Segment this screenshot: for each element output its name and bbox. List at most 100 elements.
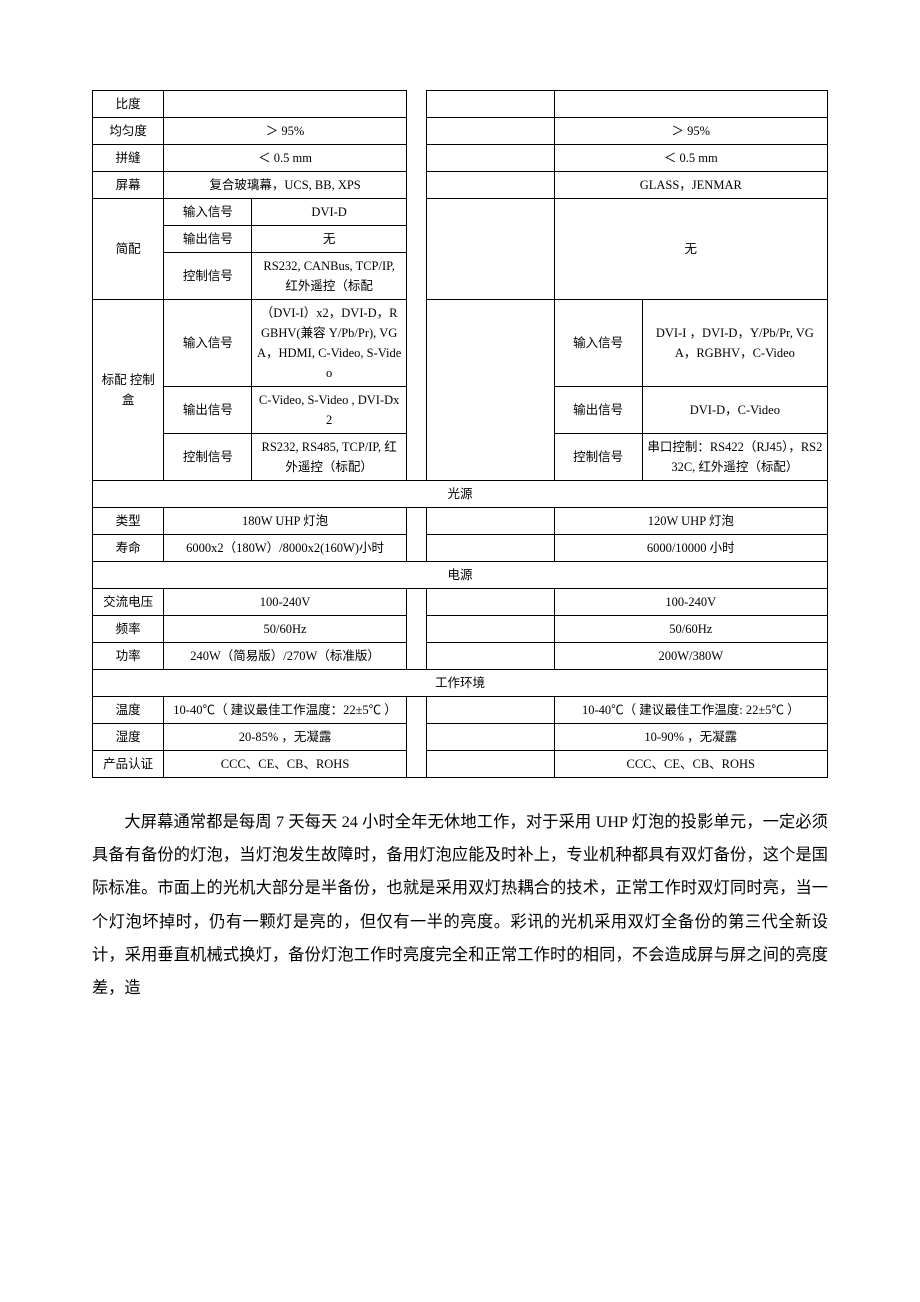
gap xyxy=(406,697,427,724)
cell xyxy=(427,643,554,670)
cell: 240W（简易版）/270W（标准版） xyxy=(164,643,407,670)
cell: 10-40℃（ 建议最佳工作温度：22±5℃ ） xyxy=(164,697,407,724)
section-title: 工作环境 xyxy=(93,670,828,697)
table-row: 功率 240W（简易版）/270W（标准版） 200W/380W xyxy=(93,643,828,670)
cell: 50/60Hz xyxy=(554,616,827,643)
cell xyxy=(427,616,554,643)
cell: 输入信号 xyxy=(164,199,252,226)
cell xyxy=(427,172,554,199)
cell: 输出信号 xyxy=(554,387,642,434)
cell: CCC、CE、CB、ROHS xyxy=(164,751,407,778)
body-paragraph: 大屏幕通常都是每周 7 天每天 24 小时全年无休地工作，对于采用 UHP 灯泡… xyxy=(92,806,828,1005)
cell: 输入信号 xyxy=(554,300,642,387)
cell: 控制信号 xyxy=(164,434,252,481)
cell xyxy=(427,508,554,535)
cell: 输出信号 xyxy=(164,226,252,253)
table-row: 比度 xyxy=(93,91,828,118)
gap xyxy=(406,751,427,778)
row-label: 功率 xyxy=(93,643,164,670)
cell xyxy=(427,751,554,778)
cell: RS232, CANBus, TCP/IP, 红外遥控（标配 xyxy=(252,253,406,300)
gap xyxy=(406,199,427,300)
cell xyxy=(427,145,554,172)
cell: C-Video, S-Video , DVI-Dx2 xyxy=(252,387,406,434)
cell: 复合玻璃幕，UCS, BB, XPS xyxy=(164,172,407,199)
cell xyxy=(427,535,554,562)
section-row: 光源 xyxy=(93,481,828,508)
cell: 100-240V xyxy=(554,589,827,616)
cell xyxy=(554,91,827,118)
section-title: 光源 xyxy=(93,481,828,508)
cell: ＞ 95% xyxy=(164,118,407,145)
cell: 控制信号 xyxy=(164,253,252,300)
row-label: 温度 xyxy=(93,697,164,724)
cell: 200W/380W xyxy=(554,643,827,670)
cell: 输出信号 xyxy=(164,387,252,434)
cell: DVI-D xyxy=(252,199,406,226)
table-row: 产品认证 CCC、CE、CB、ROHS CCC、CE、CB、ROHS xyxy=(93,751,828,778)
cell: 20-85% ，无凝露 xyxy=(164,724,407,751)
row-label: 寿命 xyxy=(93,535,164,562)
cell: DVI-D，C-Video xyxy=(642,387,827,434)
gap xyxy=(406,643,427,670)
row-label: 湿度 xyxy=(93,724,164,751)
cell: 输入信号 xyxy=(164,300,252,387)
cell: 无 xyxy=(554,199,827,300)
cell: 180W UHP 灯泡 xyxy=(164,508,407,535)
cell: 6000/10000 小时 xyxy=(554,535,827,562)
section-row: 工作环境 xyxy=(93,670,828,697)
spec-table: 比度 均匀度 ＞ 95% ＞ 95% 拼缝 ＜ 0.5 mm ＜ 0.5 mm … xyxy=(92,90,828,778)
section-row: 电源 xyxy=(93,562,828,589)
cell: 10-90% ，无凝露 xyxy=(554,724,827,751)
cell xyxy=(427,724,554,751)
row-label: 比度 xyxy=(93,91,164,118)
cell xyxy=(427,199,554,300)
cell: 无 xyxy=(252,226,406,253)
table-row: 简配 输入信号 DVI-D 无 xyxy=(93,199,828,226)
gap xyxy=(406,724,427,751)
cell xyxy=(164,91,407,118)
cell: CCC、CE、CB、ROHS xyxy=(554,751,827,778)
gap xyxy=(406,118,427,145)
row-label: 屏幕 xyxy=(93,172,164,199)
cell xyxy=(427,300,554,481)
gap xyxy=(406,589,427,616)
table-row: 寿命 6000x2（180W）/8000x2(160W)小时 6000/1000… xyxy=(93,535,828,562)
row-label: 频率 xyxy=(93,616,164,643)
gap xyxy=(406,616,427,643)
table-row: 均匀度 ＞ 95% ＞ 95% xyxy=(93,118,828,145)
section-title: 电源 xyxy=(93,562,828,589)
row-label: 简配 xyxy=(93,199,164,300)
gap xyxy=(406,300,427,481)
gap xyxy=(406,535,427,562)
cell xyxy=(427,697,554,724)
cell: GLASS，JENMAR xyxy=(554,172,827,199)
cell: 50/60Hz xyxy=(164,616,407,643)
row-label: 标配 控制盒 xyxy=(93,300,164,481)
table-row: 标配 控制盒 输入信号 （DVI-I）x2，DVI-D，RGBHV(兼容 Y/P… xyxy=(93,300,828,387)
gap xyxy=(406,508,427,535)
cell: ＜ 0.5 mm xyxy=(554,145,827,172)
cell: 6000x2（180W）/8000x2(160W)小时 xyxy=(164,535,407,562)
cell: （DVI-I）x2，DVI-D，RGBHV(兼容 Y/Pb/Pr), VGA，H… xyxy=(252,300,406,387)
row-label: 均匀度 xyxy=(93,118,164,145)
cell: 100-240V xyxy=(164,589,407,616)
cell: DVI-I ，DVI-D，Y/Pb/Pr, VGA，RGBHV，C-Video xyxy=(642,300,827,387)
table-row: 温度 10-40℃（ 建议最佳工作温度：22±5℃ ） 10-40℃（ 建议最佳… xyxy=(93,697,828,724)
gap xyxy=(406,91,427,118)
row-label: 交流电压 xyxy=(93,589,164,616)
cell xyxy=(427,589,554,616)
cell: 120W UHP 灯泡 xyxy=(554,508,827,535)
row-label: 拼缝 xyxy=(93,145,164,172)
cell xyxy=(427,91,554,118)
table-row: 类型 180W UHP 灯泡 120W UHP 灯泡 xyxy=(93,508,828,535)
cell: RS232, RS485, TCP/IP, 红外遥控（标配） xyxy=(252,434,406,481)
table-row: 屏幕 复合玻璃幕，UCS, BB, XPS GLASS，JENMAR xyxy=(93,172,828,199)
cell: ＜ 0.5 mm xyxy=(164,145,407,172)
row-label: 类型 xyxy=(93,508,164,535)
cell: 10-40℃（ 建议最佳工作温度: 22±5℃ ） xyxy=(554,697,827,724)
cell: ＞ 95% xyxy=(554,118,827,145)
cell: 控制信号 xyxy=(554,434,642,481)
cell xyxy=(427,118,554,145)
table-row: 频率 50/60Hz 50/60Hz xyxy=(93,616,828,643)
